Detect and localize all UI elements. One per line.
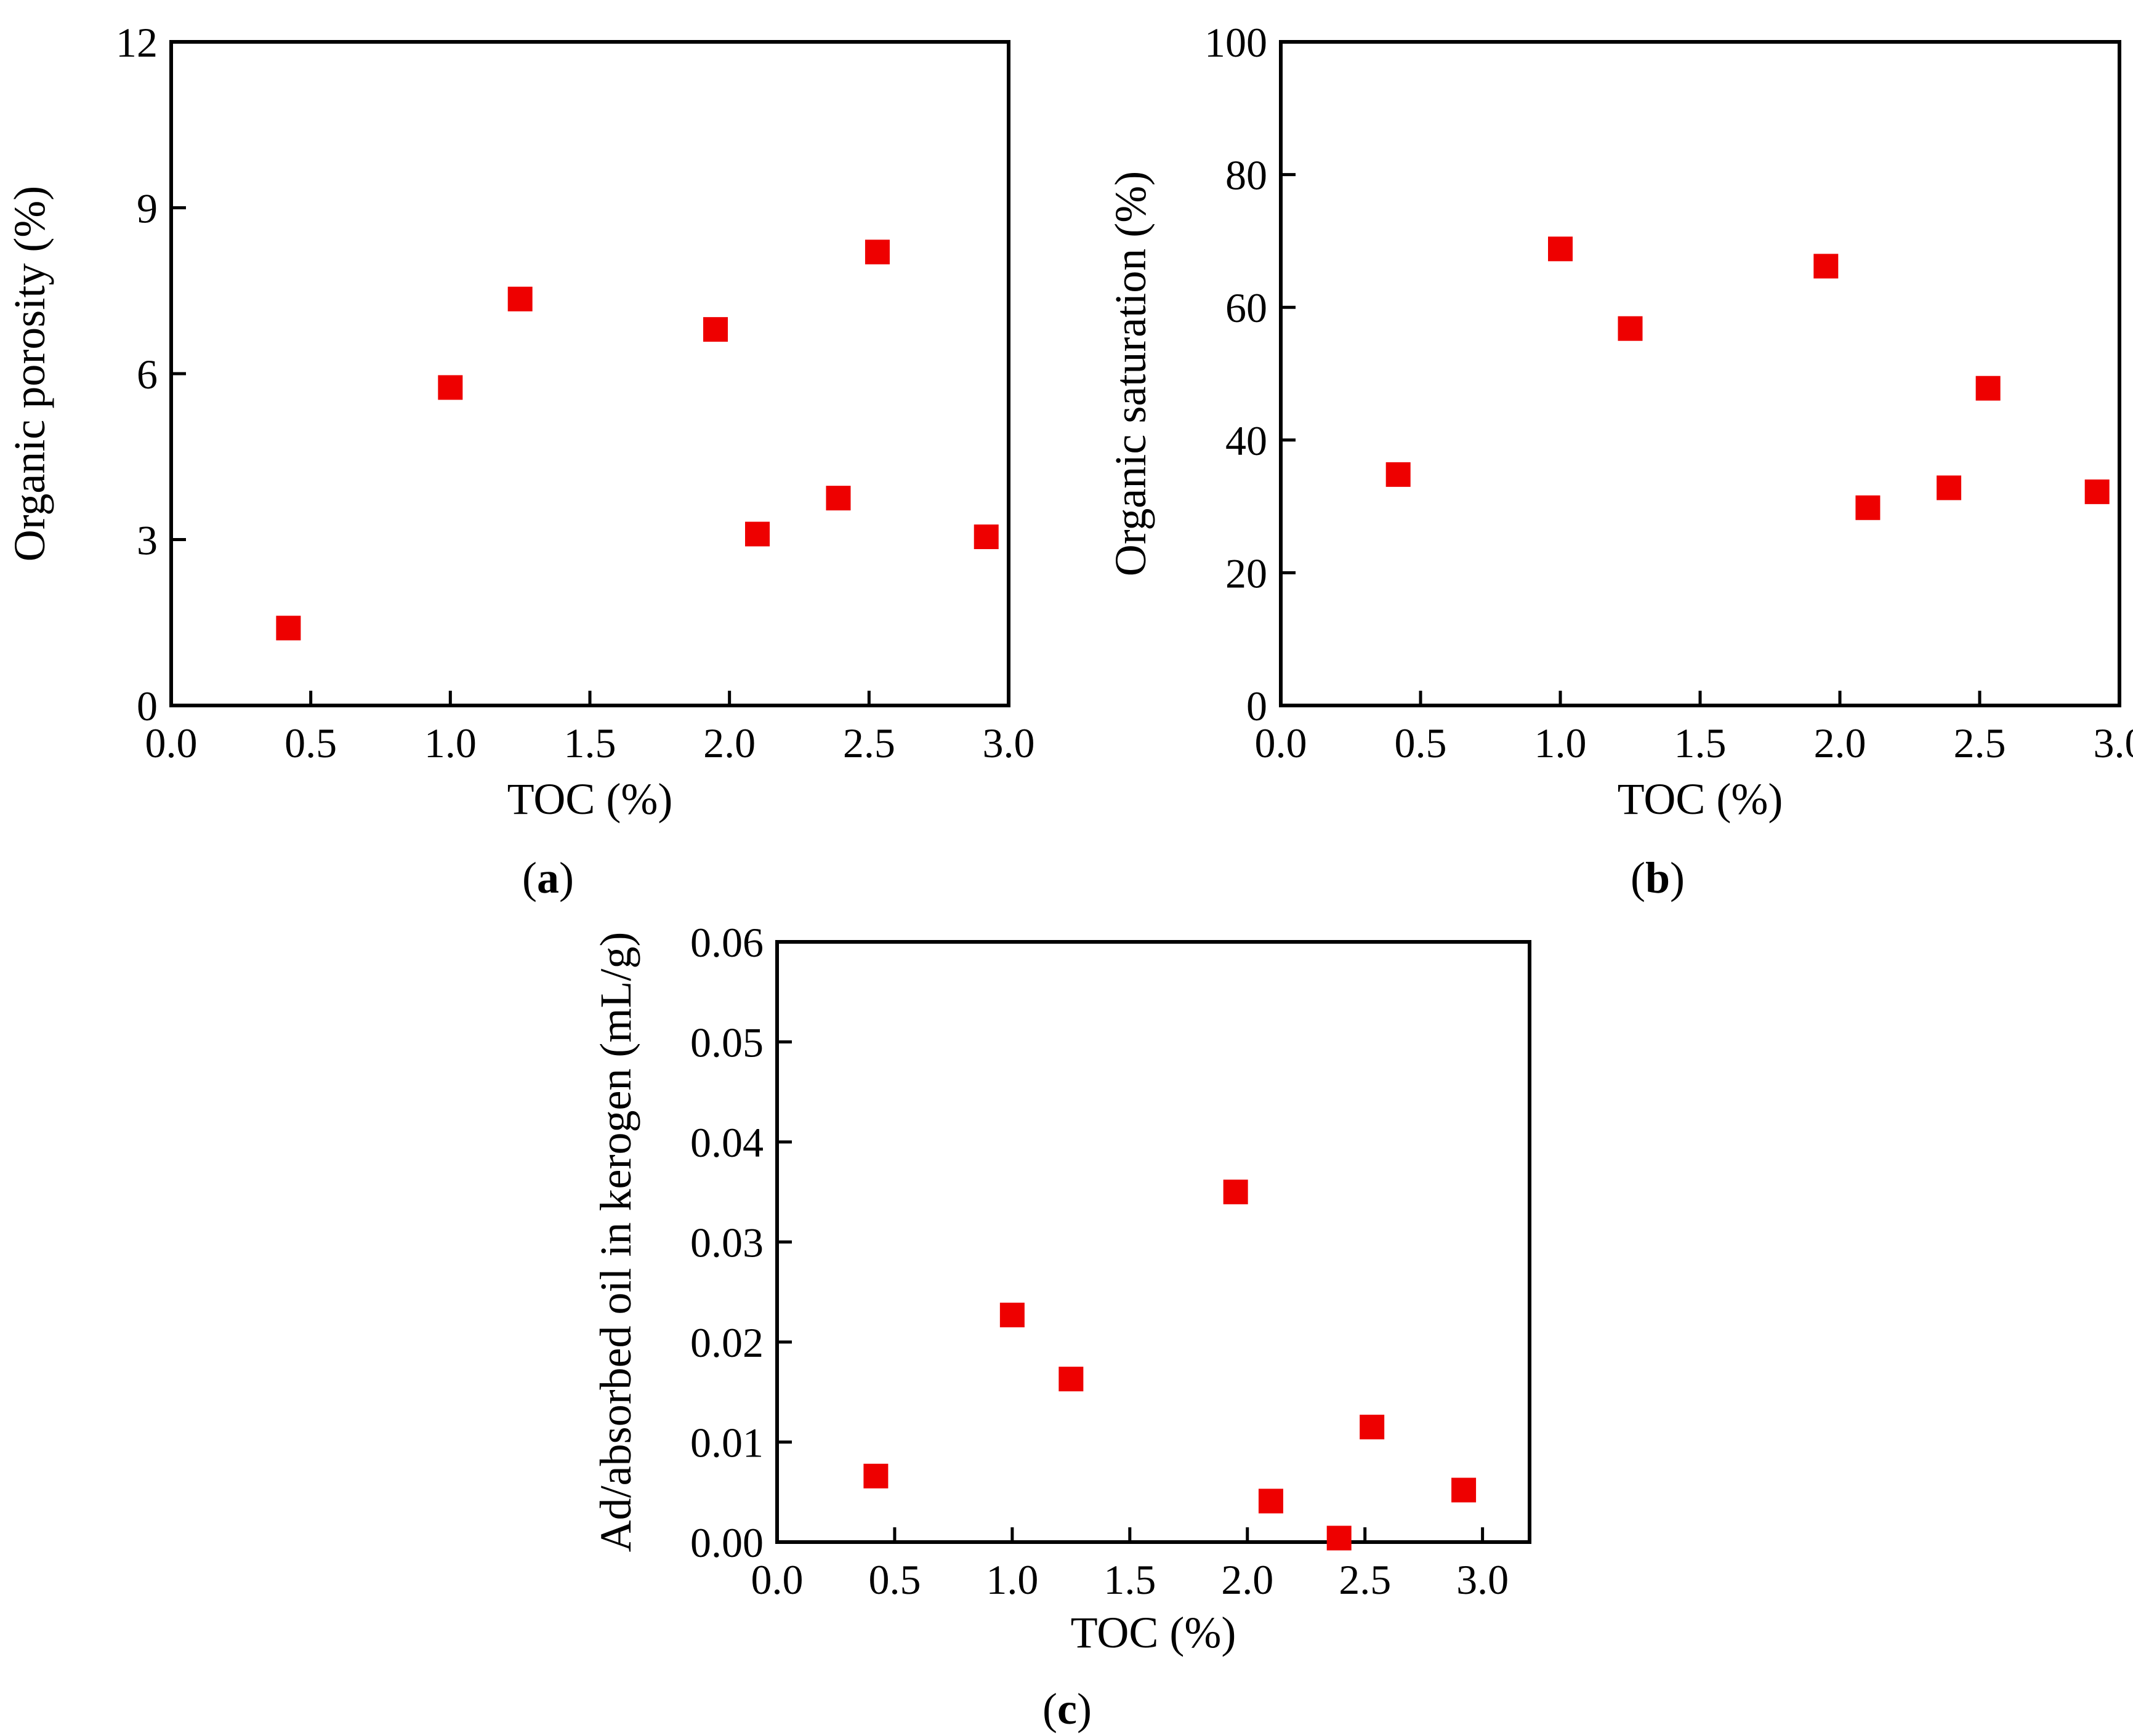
data-point <box>1813 254 1839 279</box>
y-tick-label: 40 <box>1225 417 1267 464</box>
y-axis-title: Ad/absorbed oil in kerogen (mL/g) <box>591 932 640 1553</box>
data-point <box>826 486 851 511</box>
data-point <box>2084 479 2110 504</box>
panel-label-a: (a) <box>522 853 574 902</box>
y-tick-label: 12 <box>116 19 158 66</box>
panel-label-close: ) <box>1077 1684 1092 1734</box>
x-axis-title: TOC (%) <box>1618 774 1783 824</box>
y-tick-label: 0 <box>1246 683 1267 729</box>
data-point <box>1223 1179 1248 1205</box>
x-tick-label: 0.5 <box>868 1556 921 1603</box>
data-point <box>1618 316 1643 341</box>
panel-label-open: ( <box>1631 853 1645 902</box>
panel-label-letter: a <box>537 853 559 902</box>
x-axis-title: TOC (%) <box>507 774 673 824</box>
x-tick-label: 2.5 <box>843 720 895 766</box>
data-point <box>745 521 770 547</box>
panel-label-close: ) <box>1670 853 1685 902</box>
data-point <box>1385 462 1411 487</box>
x-axis-title: TOC (%) <box>1071 1608 1236 1657</box>
data-point <box>1975 376 2001 401</box>
y-tick-label: 0.06 <box>690 919 764 966</box>
panel-label-c: (c) <box>1042 1684 1092 1734</box>
y-tick-label: 0 <box>137 683 158 729</box>
y-tick-label: 0.03 <box>690 1220 764 1266</box>
x-tick-label: 1.0 <box>986 1556 1038 1603</box>
x-tick-label: 1.0 <box>424 720 477 766</box>
x-tick-label: 3.0 <box>983 720 1035 766</box>
data-point <box>863 1463 889 1489</box>
y-tick-label: 0.01 <box>690 1420 764 1466</box>
panels: 0.0 0.5 1.0 1.5 2.0 2.5 3.0 0 3 6 9 12 TOC (%) Organi… <box>5 19 2133 1734</box>
chart-panel-c: 0.0 0.5 1.0 1.5 2.0 2.5 3.0 0.00 0.01 0.02 0.03 0.0… <box>591 919 1531 1734</box>
y-tick-label: 6 <box>137 351 158 398</box>
y-tick-label: 3 <box>137 517 158 564</box>
x-tick-label: 2.0 <box>703 720 756 766</box>
y-tick-label: 100 <box>1204 19 1267 66</box>
data-point <box>999 1303 1025 1328</box>
y-tick-label: 80 <box>1225 152 1267 199</box>
panel-label-close: ) <box>559 853 574 902</box>
panel-label-open: ( <box>522 853 537 902</box>
x-tick-label: 2.0 <box>1221 1556 1273 1603</box>
data-point <box>1360 1415 1385 1440</box>
data-point <box>1451 1477 1477 1503</box>
data-point <box>1855 495 1881 520</box>
x-tick-label: 2.5 <box>1339 1556 1391 1603</box>
data-point <box>1058 1367 1084 1392</box>
y-tick-label: 0.00 <box>690 1519 764 1566</box>
chart-panel-b: 0.0 0.5 1.0 1.5 2.0 2.5 3.0 0 20 40 60 80 100 TOC (%)… <box>1106 19 2133 902</box>
chart-panel-a: 0.0 0.5 1.0 1.5 2.0 2.5 3.0 0 3 6 9 12 TOC (%) Organi… <box>5 19 1035 902</box>
x-tick-label: 0.0 <box>751 1556 804 1603</box>
panel-label-letter: c <box>1057 1684 1077 1734</box>
panel-label-b: (b) <box>1631 853 1685 902</box>
data-point <box>703 317 728 342</box>
x-tick-label: 3.0 <box>2094 720 2133 766</box>
x-tick-label: 2.0 <box>1814 720 1866 766</box>
data-point <box>276 616 301 641</box>
data-point <box>974 524 999 550</box>
x-tick-label: 0.5 <box>1395 720 1447 766</box>
x-tick-label: 1.5 <box>1103 1556 1156 1603</box>
data-point <box>1548 236 1573 262</box>
data-point <box>507 286 533 311</box>
x-tick-label: 1.5 <box>564 720 616 766</box>
y-tick-label: 9 <box>137 185 158 232</box>
panel-label-letter: b <box>1645 853 1670 902</box>
data-point <box>865 239 890 265</box>
data-point <box>1937 475 1962 500</box>
y-tick-label: 20 <box>1225 550 1267 597</box>
y-tick-label: 0.05 <box>690 1019 764 1066</box>
data-point <box>1258 1489 1283 1514</box>
x-tick-label: 0.0 <box>1255 720 1307 766</box>
y-axis-title: Organic saturation (%) <box>1106 171 1155 576</box>
x-tick-label: 1.0 <box>1534 720 1587 766</box>
x-tick-label: 2.5 <box>1954 720 2006 766</box>
x-tick-label: 0.0 <box>145 720 198 766</box>
data-point <box>1326 1525 1352 1551</box>
panel-label-open: ( <box>1042 1684 1057 1734</box>
data-point <box>438 375 463 400</box>
y-tick-label: 60 <box>1225 284 1267 331</box>
x-tick-label: 3.0 <box>1456 1556 1509 1603</box>
x-tick-label: 0.5 <box>284 720 337 766</box>
y-tick-label: 0.02 <box>690 1319 764 1366</box>
y-axis-title: Organic porosity (%) <box>5 186 54 562</box>
x-tick-label: 1.5 <box>1674 720 1727 766</box>
y-tick-label: 0.04 <box>690 1119 764 1166</box>
